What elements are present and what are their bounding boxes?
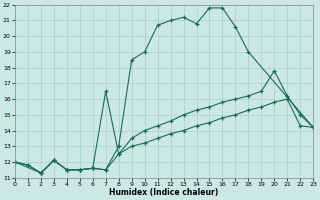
X-axis label: Humidex (Indice chaleur): Humidex (Indice chaleur) bbox=[109, 188, 219, 197]
